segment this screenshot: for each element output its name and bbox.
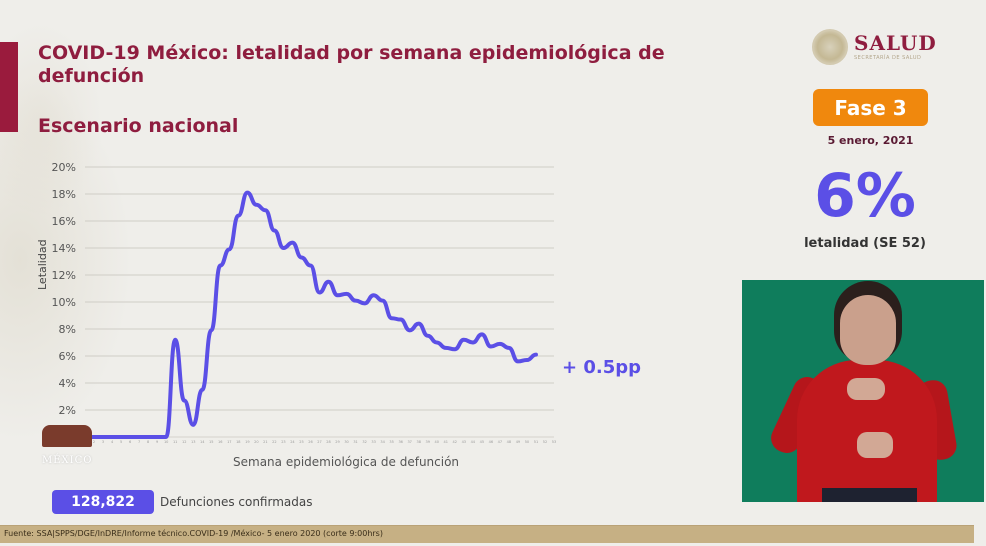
x-tick-label: 49 [516, 440, 520, 444]
page-title: COVID-19 México: letalidad por semana ep… [38, 42, 665, 87]
x-tick-label: 13 [191, 440, 195, 444]
source-footer: Fuente: SSA|SPPS/DGE/InDRE/Informe técni… [0, 525, 974, 543]
x-tick-label: 41 [444, 440, 448, 444]
x-axis-label: Semana epidemiológica de defunción [233, 455, 460, 469]
y-tick-label: 4% [59, 377, 76, 390]
x-tick-label: 17 [227, 440, 231, 444]
x-tick-label: 48 [507, 440, 511, 444]
x-tick-label: 14 [200, 440, 205, 444]
x-tick-label: 25 [299, 440, 303, 444]
x-tick-label: 51 [534, 440, 538, 444]
x-tick-label: 31 [353, 440, 357, 444]
y-tick-label: 2% [59, 404, 76, 417]
x-tick-label: 38 [416, 440, 420, 444]
lethality-line-chart: 2%4%6%8%10%12%14%16%18%20%12345678910111… [52, 161, 557, 444]
x-tick-label: 33 [371, 440, 375, 444]
x-tick-label: 35 [389, 440, 393, 444]
mexico-seal-icon [812, 29, 848, 65]
change-annotation: + 0.5pp [562, 357, 642, 378]
x-tick-label: 8 [147, 440, 149, 444]
x-tick-label: 10 [164, 440, 168, 444]
x-tick-label: 37 [407, 440, 411, 444]
x-tick-label: 6 [129, 440, 131, 444]
x-tick-label: 4 [111, 440, 114, 444]
heroes-icon [42, 425, 92, 447]
page-subtitle: Escenario nacional [38, 115, 239, 137]
report-date: 5 enero, 2021 [827, 134, 914, 147]
x-tick-label: 28 [326, 440, 330, 444]
title-accent-bar [0, 42, 18, 132]
sign-language-interpreter-video [742, 280, 984, 502]
x-tick-label: 23 [281, 440, 285, 444]
x-tick-label: 21 [263, 440, 267, 444]
x-tick-label: 7 [138, 440, 140, 444]
y-tick-label: 16% [52, 215, 76, 228]
x-tick-label: 12 [182, 440, 186, 444]
x-tick-label: 26 [308, 440, 312, 444]
x-tick-label: 29 [335, 440, 339, 444]
y-axis-label: Letalidad [36, 239, 49, 290]
interpreter-hand [847, 378, 885, 400]
confirmed-deaths-label: Defunciones confirmadas [160, 495, 313, 509]
x-tick-label: 24 [290, 440, 295, 444]
headline-lethality-label: letalidad (SE 52) [804, 236, 926, 251]
headline-lethality-value: 6% [814, 161, 916, 231]
x-tick-label: 11 [173, 440, 177, 444]
phase-badge: Fase 3 [813, 89, 928, 126]
y-tick-label: 6% [59, 350, 76, 363]
x-tick-label: 36 [398, 440, 402, 444]
x-tick-label: 40 [435, 440, 439, 444]
x-tick-label: 15 [209, 440, 213, 444]
interpreter-head [840, 295, 896, 365]
x-tick-label: 34 [380, 440, 385, 444]
interpreter-hand [857, 432, 893, 458]
x-tick-label: 30 [344, 440, 348, 444]
y-tick-label: 18% [52, 188, 76, 201]
x-tick-label: 52 [543, 440, 547, 444]
x-tick-label: 27 [317, 440, 321, 444]
source-text: Fuente: SSA|SPPS/DGE/InDRE/Informe técni… [4, 529, 383, 538]
x-tick-label: 16 [218, 440, 222, 444]
x-tick-label: 43 [462, 440, 466, 444]
logo-name: SALUD [854, 31, 937, 55]
x-tick-label: 5 [120, 440, 122, 444]
x-tick-label: 46 [489, 440, 493, 444]
x-tick-label: 2 [93, 440, 95, 444]
x-tick-label: 18 [236, 440, 240, 444]
x-tick-label: 47 [498, 440, 502, 444]
mexico-logo-text: MÉXICO [42, 455, 93, 466]
x-tick-label: 42 [453, 440, 457, 444]
x-tick-label: 50 [525, 440, 529, 444]
x-tick-label: 53 [552, 440, 556, 444]
x-tick-label: 3 [102, 440, 104, 444]
x-tick-label: 22 [272, 440, 276, 444]
x-tick-label: 32 [362, 440, 366, 444]
x-tick-label: 19 [245, 440, 249, 444]
logo-tagline: SECRETARÍA DE SALUD [854, 55, 922, 61]
lethality-series-line [83, 190, 538, 439]
gobierno-de-mexico-logo: MÉXICO [42, 425, 98, 475]
confirmed-deaths-value: 128,822 [52, 490, 154, 514]
interpreter-pants [822, 488, 917, 502]
y-tick-label: 8% [59, 323, 76, 336]
y-tick-label: 20% [52, 161, 76, 174]
salud-logo: SALUD SECRETARÍA DE SALUD [812, 29, 937, 65]
y-tick-label: 12% [52, 269, 76, 282]
x-tick-label: 44 [471, 440, 476, 444]
y-tick-label: 10% [52, 296, 76, 309]
x-tick-label: 9 [156, 440, 158, 444]
x-tick-label: 20 [254, 440, 258, 444]
x-tick-label: 45 [480, 440, 484, 444]
y-tick-label: 14% [52, 242, 76, 255]
x-tick-label: 39 [425, 440, 429, 444]
